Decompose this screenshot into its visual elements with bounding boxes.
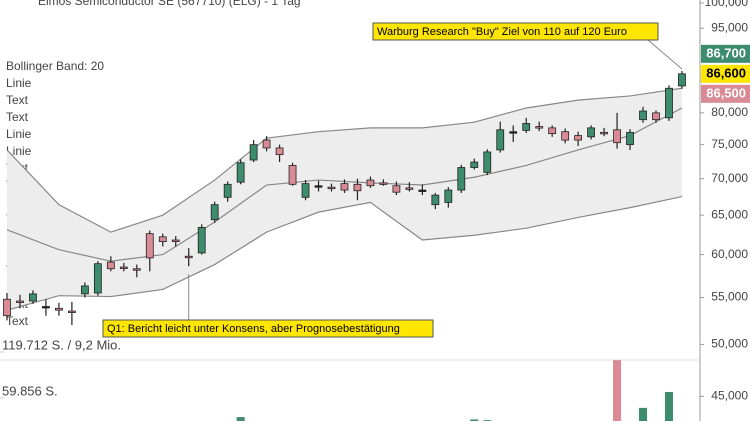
candle-body [418,189,427,192]
candle-body [223,183,232,198]
volume-bar [613,360,622,426]
candle-body [444,189,453,203]
candle-body [639,110,647,121]
candle-body [548,127,557,135]
candle-body [561,131,570,141]
candle-body [535,126,544,129]
candle-body [210,204,219,221]
candle-body [184,255,193,259]
candle-body [652,112,660,121]
candle-body [275,147,284,156]
candle-body [509,131,518,134]
y-tick-label: 70,000 [711,171,748,185]
candle-body [158,236,167,243]
candle-body [80,285,89,295]
volume-tick-label: 59.856 S. [2,383,58,398]
price-badge-label: 86,600 [706,65,746,80]
y-tick-label: 65,000 [711,207,748,221]
y-tick-label: 80,000 [711,105,748,119]
volume-tick-label: 119.712 S. / 9,2 Mio. [2,337,121,352]
candle-body [483,151,492,173]
candle-body [249,144,258,161]
legend-item: Text [6,93,29,107]
price-badge [701,64,750,83]
candle-body [574,135,583,141]
candle-body [42,306,50,309]
band-fill [7,88,682,311]
candle-body [431,194,440,206]
candle-body [288,165,297,185]
candle-body [665,87,673,119]
y-tick-label: 50,000 [711,337,748,351]
volume-bar [236,417,245,426]
candle-body [314,185,323,188]
candle-body [301,183,310,198]
y-tick-label: 100,000 [705,0,749,9]
candle-body [613,129,621,144]
legend-item: Linie [6,127,32,141]
candle-body [587,127,595,138]
volume-bar [639,407,648,426]
y-tick-label: 45,000 [711,388,748,402]
candle-body [132,268,141,271]
candle-body [600,131,608,135]
candle-body [262,139,271,149]
candle-body [29,293,37,302]
candle-body [470,161,479,168]
candle-body [16,300,24,303]
annotation-text: Q1: Bericht leicht unter Konsens, aber P… [107,323,400,335]
price-badge [701,44,750,63]
indicator-label: Bollinger Band: 20 [6,59,104,73]
candle-body [379,182,388,185]
price-badge-label: 86,500 [706,85,746,100]
candle-body [678,73,686,87]
chart-title: Elmos Semiconductor SE (567710) (ELG) - … [38,0,301,8]
price-badge [701,84,750,103]
y-tick-label: 55,000 [711,290,748,304]
candle-body [366,179,375,187]
candle-body [496,129,505,151]
candle-body [353,183,362,192]
candle-body [119,266,128,269]
annotation-text: Warburg Research "Buy" Ziel von 110 auf … [377,26,627,38]
y-tick-label: 75,000 [711,137,748,151]
annotation-box [102,319,434,338]
candle-body [457,167,466,191]
band-line [6,87,683,233]
y-tick-label: 95,000 [711,20,748,34]
price-badge-label: 86,700 [706,45,746,60]
candle-body [405,187,414,190]
candle-body [55,307,63,311]
legend-item: Linie [6,76,32,90]
annotation-box [372,22,659,41]
candle-body [106,261,115,270]
candle-body [3,298,11,317]
candle-body [145,233,154,259]
candle-body [171,239,180,242]
legend-item: Text [6,110,29,124]
band-line [6,195,683,311]
candle-body [68,310,76,313]
candle-body [236,162,245,183]
candle-body [392,185,401,193]
legend-item: Linie [6,144,32,158]
y-tick-label: 60,000 [711,247,748,261]
candle-body [327,186,336,190]
candle-body [340,183,349,191]
candle-body [522,123,531,131]
candle-body [197,227,206,254]
candle-body [626,131,634,146]
legend-item: Text [6,314,29,328]
volume-bar [664,391,673,426]
annotation-arrow [647,39,683,70]
candle-body [93,263,102,294]
